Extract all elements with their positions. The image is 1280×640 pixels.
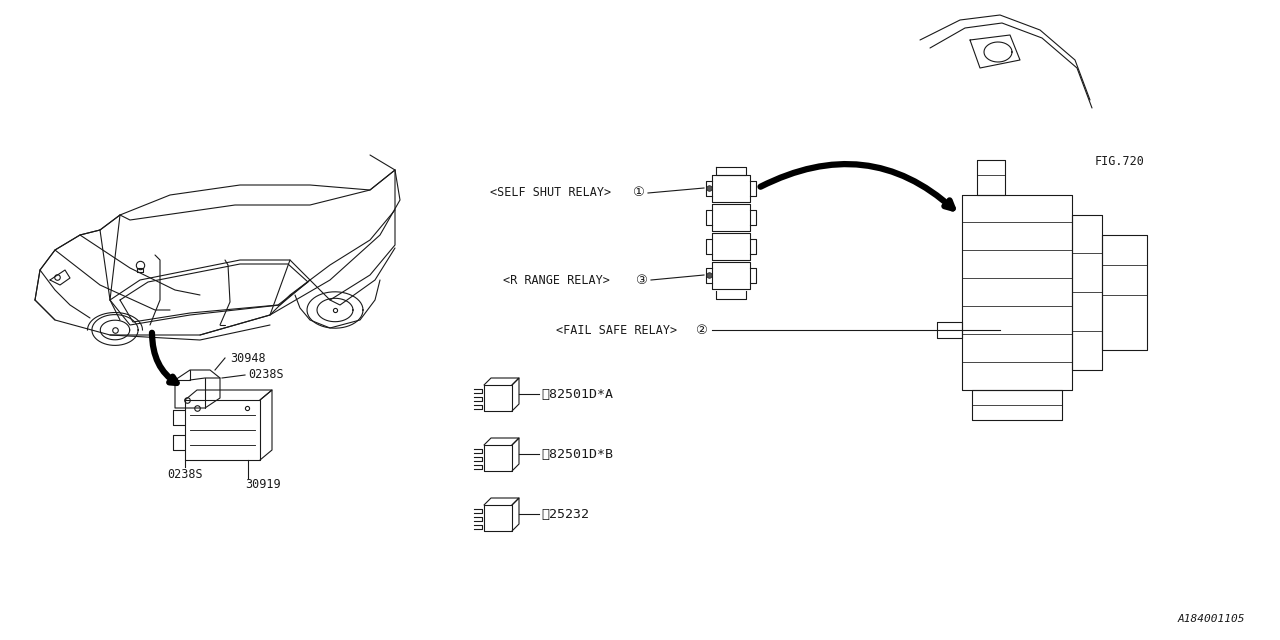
Text: <FAIL SAFE RELAY>: <FAIL SAFE RELAY> [556, 323, 677, 337]
Text: <SELF SHUT RELAY>: <SELF SHUT RELAY> [490, 186, 611, 200]
Text: FIG.720: FIG.720 [1094, 155, 1144, 168]
Text: ②82501D*B: ②82501D*B [541, 447, 613, 461]
Text: ①82501D*A: ①82501D*A [541, 387, 613, 401]
Text: A184001105: A184001105 [1178, 614, 1245, 624]
Text: ③: ③ [635, 273, 646, 287]
Text: ②: ② [695, 323, 707, 337]
Text: ③25232: ③25232 [541, 508, 589, 520]
Text: 0238S: 0238S [166, 468, 202, 481]
Text: ①: ① [632, 186, 644, 200]
Text: 30948: 30948 [230, 351, 266, 365]
Text: 30919: 30919 [244, 479, 280, 492]
Text: <R RANGE RELAY>: <R RANGE RELAY> [503, 273, 609, 287]
Text: 0238S: 0238S [248, 369, 284, 381]
